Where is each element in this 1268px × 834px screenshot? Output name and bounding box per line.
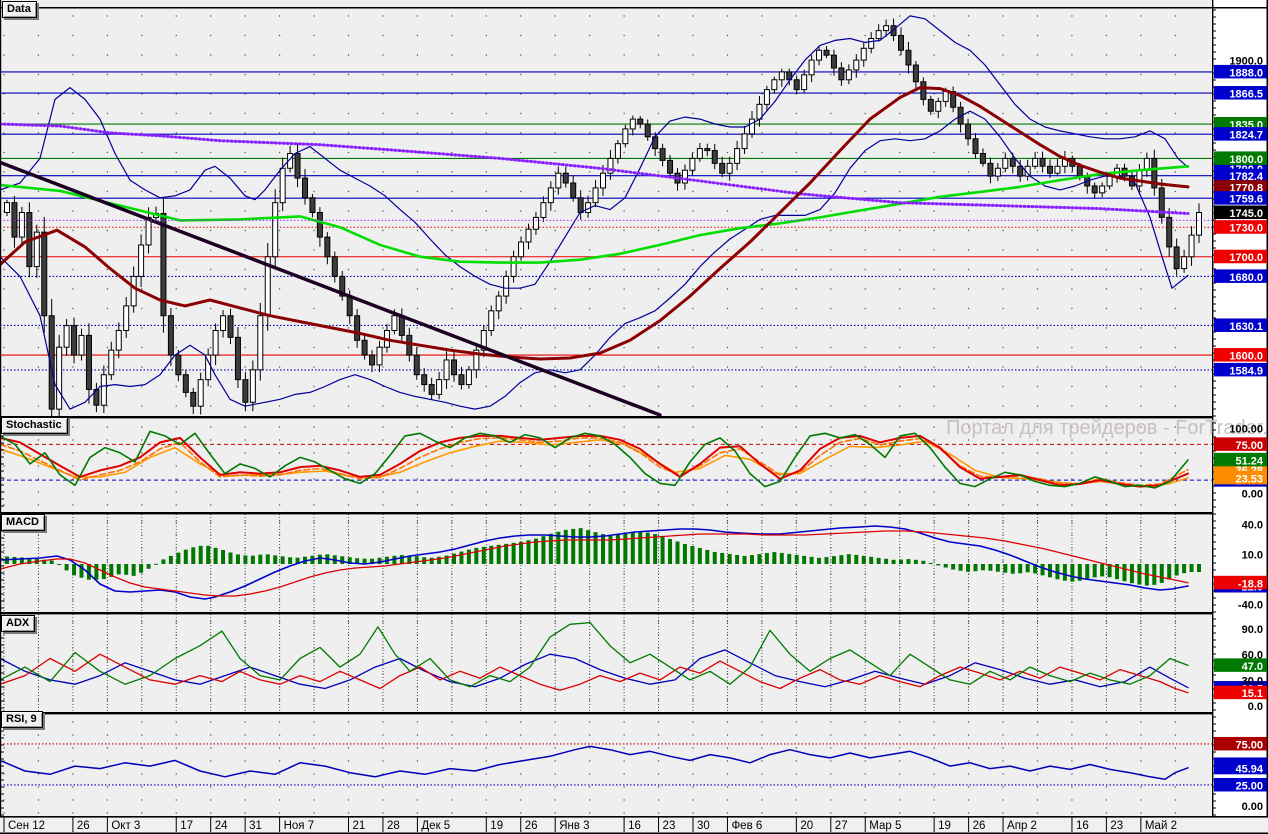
- axis-label-15.1: 15.1: [1242, 688, 1263, 700]
- axis-label-90.0: 90.0: [1242, 624, 1263, 636]
- axis-label-0.0: 0.0: [1248, 701, 1263, 713]
- axis-label--40.0: -40.0: [1238, 600, 1263, 612]
- axis-label-1866.5: 1866.5: [1229, 89, 1263, 101]
- adx-red: [0, 653, 1189, 694]
- adx-blue: [0, 649, 1189, 690]
- axis-label-23.53: 23.53: [1235, 473, 1263, 485]
- grid-rsi: [3, 721, 1177, 814]
- x-axis-label: Дек 5: [421, 820, 450, 832]
- price-scale-price: 1790.01900.01888.01866.51835.01824.71800…: [1214, 56, 1267, 377]
- tab-data[interactable]: Data: [2, 1, 37, 18]
- axis-label-1800.0: 1800.0: [1229, 154, 1263, 166]
- axis-label-51.24: 51.24: [1235, 455, 1263, 467]
- x-axis-label: 23: [663, 820, 676, 832]
- panel-macd: [0, 514, 1201, 612]
- x-axis-label: 24: [215, 820, 228, 832]
- axis-label-75.00: 75.00: [1235, 739, 1263, 751]
- ma-purple: [0, 122, 1190, 215]
- ma-maroon: [0, 86, 1190, 361]
- axis-label-1630.1: 1630.1: [1229, 321, 1263, 333]
- adx-green: [0, 621, 1189, 688]
- x-axis-label: 16: [628, 820, 641, 832]
- axis-label-1824.7: 1824.7: [1229, 130, 1263, 142]
- axis-label-47.0: 47.0: [1242, 661, 1263, 673]
- tab-adx[interactable]: ADX: [1, 615, 36, 632]
- x-axis-label: Май 2: [1145, 820, 1177, 832]
- axis-label-100.00: 100.00: [1229, 424, 1263, 436]
- macd-signal: [0, 530, 1189, 597]
- rsi-line: [0, 745, 1189, 780]
- axis-label-1730.0: 1730.0: [1229, 223, 1263, 235]
- axis-label-1584.9: 1584.9: [1229, 365, 1263, 377]
- axis-label-1680.0: 1680.0: [1229, 272, 1263, 284]
- tab-macd[interactable]: MACD: [1, 514, 45, 531]
- x-axis-label: Апр 2: [1007, 820, 1037, 832]
- axis-label-1700.0: 1700.0: [1229, 252, 1263, 264]
- x-axis-label: Сен 12: [8, 820, 45, 832]
- axis-label-1888.0: 1888.0: [1229, 67, 1263, 79]
- macd-line: [0, 525, 1189, 600]
- axis-label-1900.0: 1900.0: [1229, 56, 1263, 68]
- x-axis-label: 20: [800, 820, 813, 832]
- x-axis-label: 19: [938, 820, 951, 832]
- x-axis-label: 21: [353, 820, 366, 832]
- axis-label-30.0: 30.0: [1242, 675, 1263, 687]
- axis-label-10.0: 10.0: [1242, 550, 1263, 562]
- grid-macd: [3, 514, 1177, 612]
- x-axis-label: 31: [249, 820, 262, 832]
- panel-rsi: [0, 721, 1212, 814]
- x-axis-label: 30: [697, 820, 710, 832]
- x-axis-label: Ноя 7: [284, 820, 315, 832]
- stoch-green: [0, 430, 1189, 489]
- axis-label-0.00: 0.00: [1242, 489, 1263, 501]
- ma-green: [0, 165, 1190, 264]
- x-axis-label: 17: [180, 820, 193, 832]
- macd-histogram: [5, 528, 1201, 586]
- axis-label-40.0: 40.0: [1242, 520, 1263, 532]
- x-axis-label: 26: [525, 820, 538, 832]
- trendline: [0, 160, 662, 417]
- x-axis-label: Янв 3: [559, 820, 589, 832]
- x-axis-label: 19: [490, 820, 503, 832]
- x-axis-label: 28: [387, 820, 400, 832]
- x-axis-label: 27: [835, 820, 848, 832]
- x-axis-label: Окт 3: [111, 820, 140, 832]
- watermark: Портал для трейдеров - ForTrader.ru: [946, 417, 1268, 439]
- bollinger-upper: [0, 15, 1189, 289]
- axis-label-25.00: 25.00: [1235, 780, 1263, 792]
- stoch-orange-fast: [0, 437, 1189, 487]
- x-axis-label: 26: [973, 820, 986, 832]
- axis-label-45.94: 45.94: [1235, 763, 1263, 775]
- x-axis-label: 16: [1076, 820, 1089, 832]
- panel-adx: [0, 614, 1189, 712]
- axis-label-1600.0: 1600.0: [1229, 351, 1263, 363]
- grid-stochastic: [3, 426, 1177, 506]
- grid-adx: [3, 614, 1177, 712]
- price-scale-macd: -22.040.010.0-18.8-40.0: [1214, 520, 1267, 612]
- x-axis-label: Фев 6: [731, 820, 762, 832]
- grid-price: [3, 15, 1177, 407]
- axis-label--18.8: -18.8: [1238, 578, 1263, 590]
- x-axis-label: Мар 5: [869, 820, 901, 832]
- axis-label-1759.6: 1759.6: [1229, 194, 1263, 206]
- date-axis: Сен 12 26 Окт 3 17 24 31 Ноя 7 21 28 Дек 5 19 26 Янв…: [0, 816, 1268, 834]
- panel-price: [0, 15, 1212, 417]
- x-axis-label: 23: [1110, 820, 1123, 832]
- price-scale-adx: 20.590.060.047.030.015.10.0: [1214, 624, 1267, 713]
- panel-stochastic: [0, 426, 1212, 506]
- stoch-red: [0, 434, 1189, 488]
- axis-label-75.00: 75.00: [1235, 440, 1263, 452]
- axis-label-0.00: 0.00: [1242, 801, 1263, 813]
- x-axis-label: 26: [77, 820, 90, 832]
- candlesticks: [4, 18, 1202, 417]
- tab-rsi[interactable]: RSI, 9: [1, 711, 43, 728]
- axis-label-1745.0: 1745.0: [1229, 208, 1263, 220]
- tab-stochastic[interactable]: Stochastic: [1, 417, 68, 434]
